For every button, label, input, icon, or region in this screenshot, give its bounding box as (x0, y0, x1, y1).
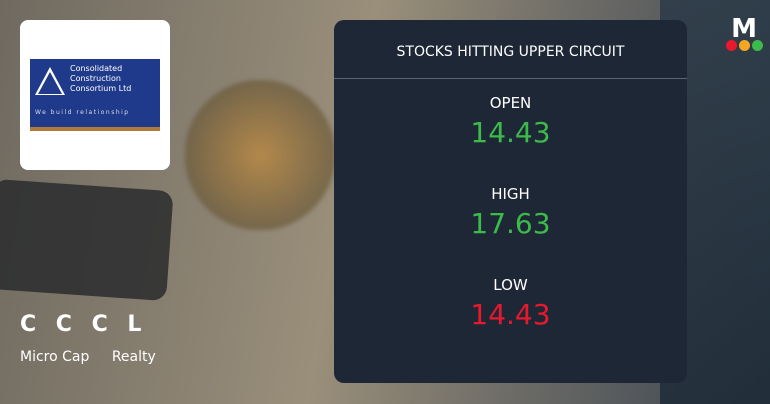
company-logo: Consolidated Construction Consortium Ltd W… (30, 59, 160, 131)
brand-letter: M (731, 14, 757, 44)
background-jar (185, 80, 335, 230)
logo-text: Consolidated Construction Consortium Ltd (70, 64, 131, 94)
open-label: OPEN (489, 94, 532, 112)
low-value: 14.43 (470, 298, 551, 331)
green-dot-icon (751, 40, 763, 51)
panel-title: STOCKS HITTING UPPER CIRCUIT (334, 20, 687, 79)
brand-logo: M (724, 14, 764, 54)
company-logo-card: Consolidated Construction Consortium Ltd W… (20, 20, 170, 170)
orange-dot-icon (738, 40, 750, 51)
logo-line1: Consolidated (70, 64, 123, 73)
brand-dots (724, 40, 764, 51)
company-name: C C C L (20, 312, 148, 337)
circuit-panel: STOCKS HITTING UPPER CIRCUIT OPEN 14.43 … (334, 20, 687, 383)
tag-sector: Realty (111, 349, 156, 365)
background-phone (0, 178, 174, 302)
logo-line2: Construction (70, 74, 121, 83)
low-label: LOW (493, 276, 528, 294)
red-dot-icon (725, 40, 737, 51)
logo-tagline: We build relationship (35, 109, 130, 116)
tag-market-cap: Micro Cap (20, 349, 90, 365)
company-tags: Micro Cap Realty (20, 349, 174, 365)
logo-line3: Consortium Ltd (70, 84, 132, 93)
high-value: 17.63 (470, 207, 551, 240)
open-value: 14.43 (470, 116, 551, 149)
logo-triangle-inner (38, 72, 62, 94)
high-label: HIGH (491, 185, 530, 203)
